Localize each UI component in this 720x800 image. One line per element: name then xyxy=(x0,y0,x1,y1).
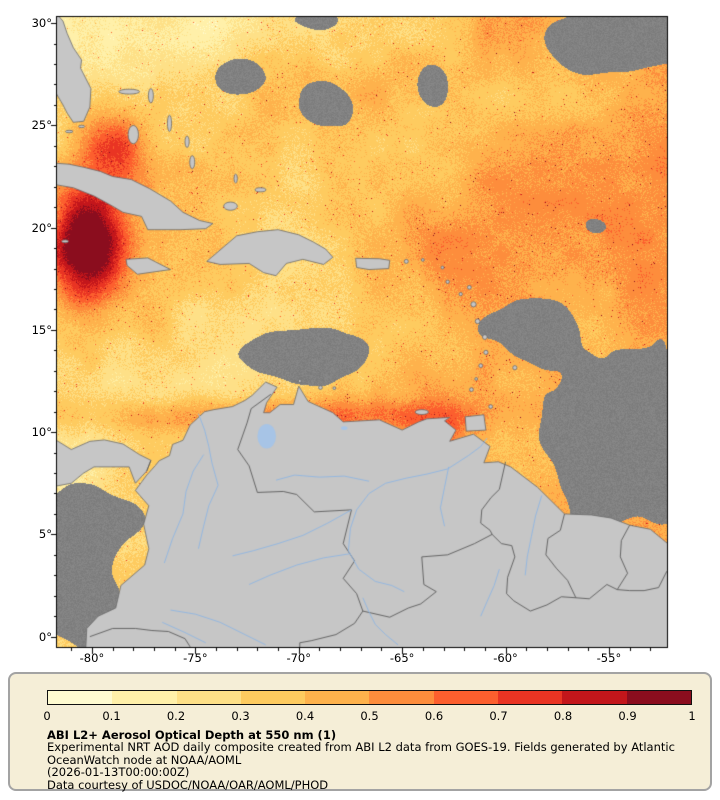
colorbar-tick-label: 0.6 xyxy=(424,709,444,723)
colorbar-segment xyxy=(433,691,499,704)
colorbar-segment xyxy=(112,691,177,704)
legend-title: ABI L2+ Aerosol Optical Depth at 550 nm … xyxy=(47,728,337,742)
colorbar-tick-label: 0.3 xyxy=(231,709,250,723)
colorbar-segment xyxy=(48,691,113,704)
colorbar-tick-label: 0.9 xyxy=(618,709,637,723)
legend-courtesy: Data courtesy of USDOC/NOAA/OAR/AOML/PHO… xyxy=(47,777,329,792)
lat-tick-label: 10° xyxy=(31,425,52,440)
colorbar-segment xyxy=(240,691,306,704)
legend-text: ABI L2+ Aerosol Optical Depth at 550 nm … xyxy=(47,729,711,791)
lon-tick-label: -55° xyxy=(596,651,622,665)
lat-tick-label: 0° xyxy=(38,629,52,644)
colorbar-tick-label: 0 xyxy=(43,709,51,723)
aod-map-canvas xyxy=(0,0,720,672)
colorbar-segment xyxy=(369,691,434,704)
legend-description: Experimental NRT AOD daily composite cre… xyxy=(47,740,675,767)
colorbar-tick-label: 0.2 xyxy=(166,709,186,723)
colorbar-tick-label: 0.8 xyxy=(553,709,573,723)
legend-box: 0 0.1 0.2 0.3 0.4 0.5 0.6 0.7 0.8 0.9 1 ABI L2+ Ae… xyxy=(8,672,712,791)
colorbar-segment xyxy=(176,691,241,704)
colorbar-tick-label: 0.7 xyxy=(489,709,508,723)
lat-tick-label: 25° xyxy=(31,118,52,133)
lat-tick-label: 20° xyxy=(31,220,52,235)
colorbar-tick-label: 1 xyxy=(688,709,696,723)
colorbar-tick-label: 0.1 xyxy=(102,709,121,723)
lon-tick-label: -75° xyxy=(183,651,208,665)
lat-tick-label: 30° xyxy=(31,16,52,31)
colorbar xyxy=(47,690,692,705)
colorbar-segment xyxy=(498,691,563,704)
legend-timestamp: (2026-01-13T00:00:00Z) xyxy=(47,765,190,780)
lon-tick-label: -65° xyxy=(389,651,415,665)
colorbar-segment xyxy=(305,691,370,704)
colorbar-segment xyxy=(562,691,627,704)
lat-tick-label: 5° xyxy=(38,527,52,542)
lon-tick-label: -70° xyxy=(286,651,311,665)
map-area: 30° 25° 20° 15° 10° 5° 0° -80° -75° -70° -65° -60°… xyxy=(0,0,720,672)
colorbar-tick-label: 0.4 xyxy=(295,709,315,723)
colorbar-segment xyxy=(626,691,691,704)
colorbar-tick-label: 0.5 xyxy=(360,709,379,723)
lon-tick-label: -60° xyxy=(493,651,518,665)
lat-tick-label: 15° xyxy=(31,322,52,337)
lon-tick-label: -80° xyxy=(79,651,105,665)
